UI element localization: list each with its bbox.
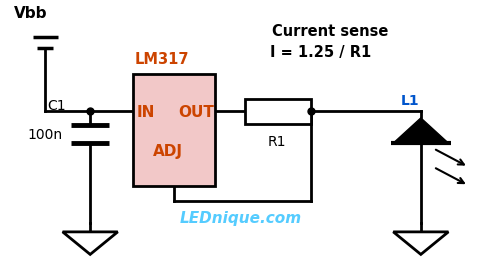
Bar bbox=[245, 99, 311, 124]
Text: IN: IN bbox=[136, 105, 155, 120]
Polygon shape bbox=[393, 232, 448, 254]
Text: R1: R1 bbox=[268, 135, 287, 149]
Text: Vbb: Vbb bbox=[14, 6, 48, 21]
Text: L1: L1 bbox=[401, 94, 419, 108]
Text: I = 1.25 / R1: I = 1.25 / R1 bbox=[270, 46, 371, 60]
Text: C1: C1 bbox=[48, 99, 66, 113]
Text: LEDnique.com: LEDnique.com bbox=[179, 211, 302, 226]
Text: Current sense: Current sense bbox=[273, 24, 389, 39]
Text: LM317: LM317 bbox=[134, 52, 189, 67]
Bar bbox=[133, 74, 215, 186]
Polygon shape bbox=[63, 232, 118, 254]
Polygon shape bbox=[393, 118, 448, 143]
Text: 100n: 100n bbox=[28, 128, 63, 142]
Text: OUT: OUT bbox=[178, 105, 214, 120]
Text: ADJ: ADJ bbox=[153, 144, 183, 158]
